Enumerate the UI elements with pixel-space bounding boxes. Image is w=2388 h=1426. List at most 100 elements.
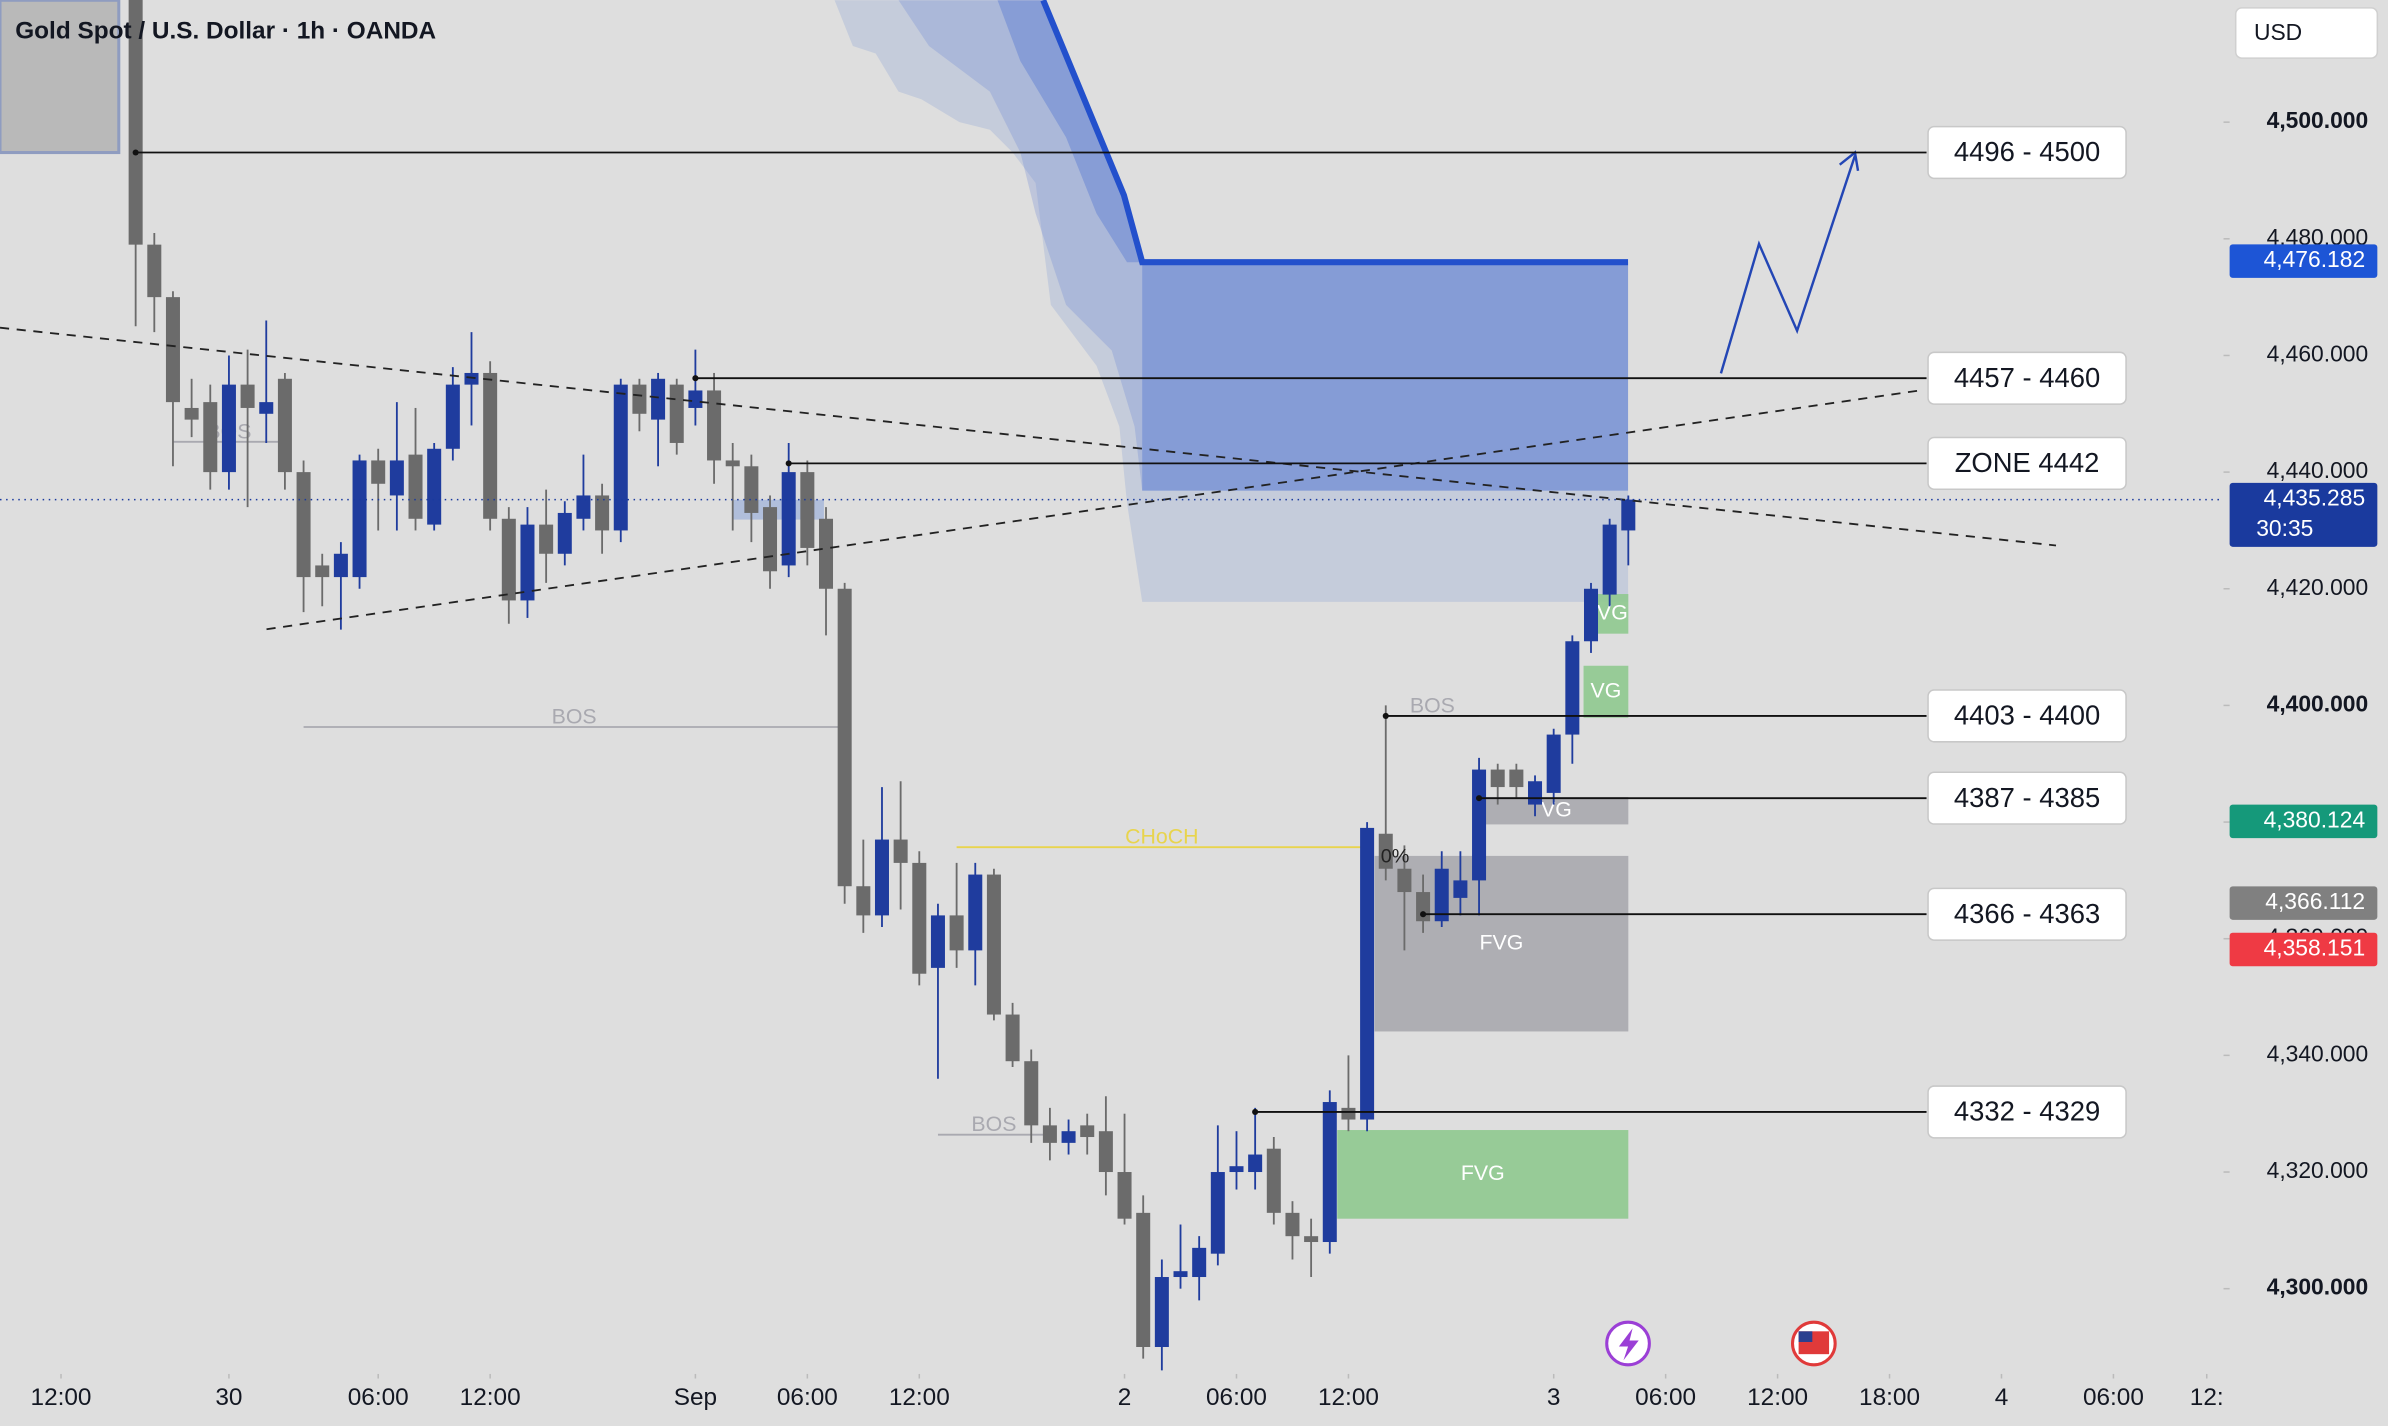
level-box bbox=[1927, 689, 2127, 743]
candle-body bbox=[856, 886, 871, 916]
y-tick-label: 4,320.000 bbox=[2267, 1157, 2369, 1183]
countdown: 30:35 bbox=[2256, 515, 2313, 541]
candle-body bbox=[221, 384, 236, 473]
y-tick-label: 4,420.000 bbox=[2267, 574, 2369, 600]
x-tick-label: 4 bbox=[1995, 1384, 2009, 1411]
zone-label: FVG bbox=[1480, 930, 1524, 954]
candle-body bbox=[1378, 833, 1393, 869]
candle-body bbox=[1229, 1166, 1244, 1173]
zone-label: VG bbox=[1541, 797, 1572, 821]
fvg-zone bbox=[1337, 1130, 1629, 1219]
candle-body bbox=[315, 565, 330, 578]
structure-label: BOS bbox=[552, 704, 597, 728]
x-tick-label: 06:00 bbox=[1635, 1384, 1696, 1411]
currency-box[interactable] bbox=[2234, 7, 2379, 59]
candle-body bbox=[1322, 1102, 1337, 1243]
candle-body bbox=[1061, 1131, 1076, 1143]
candle-body bbox=[1397, 868, 1412, 893]
candle-body bbox=[1304, 1236, 1319, 1243]
y-tick-label: 4,300.000 bbox=[2267, 1274, 2369, 1300]
y-tick-label: 4,400.000 bbox=[2267, 690, 2369, 716]
candle-body bbox=[930, 915, 945, 968]
candle-body bbox=[1341, 1107, 1356, 1120]
candle-body bbox=[1136, 1212, 1151, 1348]
x-tick-label: 06:00 bbox=[348, 1384, 409, 1411]
candle-body bbox=[277, 378, 292, 473]
level-box bbox=[1927, 125, 2127, 180]
level-label: 4332 - 4329 bbox=[1954, 1096, 2100, 1127]
level-box bbox=[1927, 1085, 2127, 1139]
level-anchor bbox=[1420, 911, 1427, 918]
fvg-zone bbox=[1374, 855, 1629, 1032]
zone-label: VG bbox=[1597, 600, 1628, 624]
candle-body bbox=[707, 390, 722, 461]
x-tick-label: 2 bbox=[1118, 1384, 1132, 1411]
x-tick-label: 06:00 bbox=[1206, 1384, 1267, 1411]
candle-body bbox=[669, 384, 684, 443]
candle-body bbox=[203, 402, 218, 473]
x-tick-label: 18:00 bbox=[1859, 1384, 1920, 1411]
candle-body bbox=[1472, 769, 1487, 881]
currency[interactable]: USD bbox=[2254, 19, 2302, 45]
fvg-zone bbox=[1484, 796, 1629, 825]
candle-body bbox=[725, 460, 740, 467]
candle-body bbox=[1528, 781, 1543, 805]
candle-body bbox=[1602, 524, 1617, 595]
zone-label: FVG bbox=[1461, 1161, 1505, 1185]
candle-body bbox=[595, 495, 610, 531]
price-label: 4,358.151 bbox=[2264, 935, 2366, 961]
candle-body bbox=[949, 915, 964, 951]
candle-body bbox=[1117, 1172, 1132, 1219]
candle-body bbox=[837, 588, 852, 887]
cloud-dark bbox=[997, 0, 1143, 263]
candle-body bbox=[184, 407, 199, 420]
cloud-line bbox=[1040, 0, 1629, 266]
level-label: 4387 - 4385 bbox=[1954, 782, 2100, 813]
candle-body bbox=[128, 0, 143, 245]
cloud-box bbox=[1142, 262, 1629, 491]
candle-body bbox=[632, 384, 647, 414]
price-label: 4,435.285 bbox=[2264, 485, 2366, 511]
candle-body bbox=[1453, 880, 1468, 898]
fvg-zone bbox=[1596, 594, 1629, 634]
x-tick-label: 3 bbox=[1547, 1384, 1561, 1411]
candle-body bbox=[1098, 1131, 1113, 1173]
level-label: ZONE 4442 bbox=[1955, 447, 2100, 478]
candle-body bbox=[1621, 499, 1636, 531]
projection-arrow bbox=[1719, 155, 1857, 374]
candle-body bbox=[1192, 1247, 1207, 1278]
candle-body bbox=[371, 460, 386, 484]
candle-body bbox=[445, 384, 460, 449]
candle-body bbox=[819, 518, 834, 589]
background-shapes bbox=[0, 0, 1629, 602]
chart-title: Gold Spot / U.S. Dollar · 1h · OANDA bbox=[15, 18, 436, 45]
candle-body bbox=[147, 244, 162, 298]
candle-body bbox=[240, 384, 255, 408]
candle-body bbox=[1509, 769, 1524, 788]
trendline bbox=[266, 389, 1923, 631]
candle-body bbox=[1360, 827, 1375, 1120]
candle-body bbox=[296, 472, 311, 578]
price-badge bbox=[2229, 804, 2378, 839]
candle-body bbox=[1546, 734, 1561, 793]
candle-body bbox=[1154, 1277, 1169, 1348]
candle-body bbox=[389, 460, 404, 496]
level-label: 4457 - 4460 bbox=[1954, 362, 2100, 393]
y-tick-label: 4,460.000 bbox=[2267, 340, 2369, 366]
level-label: 4403 - 4400 bbox=[1954, 700, 2100, 731]
level-anchor bbox=[1252, 1108, 1259, 1115]
zones: FVGFVGVGVGVGBOSBOSBOSBOSCHoCH bbox=[172, 419, 1629, 1219]
candle-body bbox=[800, 472, 815, 548]
y-tick-label: 4,440.000 bbox=[2267, 457, 2369, 483]
fvg-zone bbox=[1583, 665, 1629, 718]
candle-body bbox=[1248, 1154, 1263, 1173]
candle-body bbox=[352, 460, 367, 578]
candle-body bbox=[893, 839, 908, 863]
candle-body bbox=[912, 862, 927, 974]
level-anchor bbox=[785, 460, 792, 467]
candle-body bbox=[1565, 641, 1580, 735]
price-badge bbox=[2229, 244, 2378, 278]
lightning bbox=[1618, 1328, 1639, 1361]
